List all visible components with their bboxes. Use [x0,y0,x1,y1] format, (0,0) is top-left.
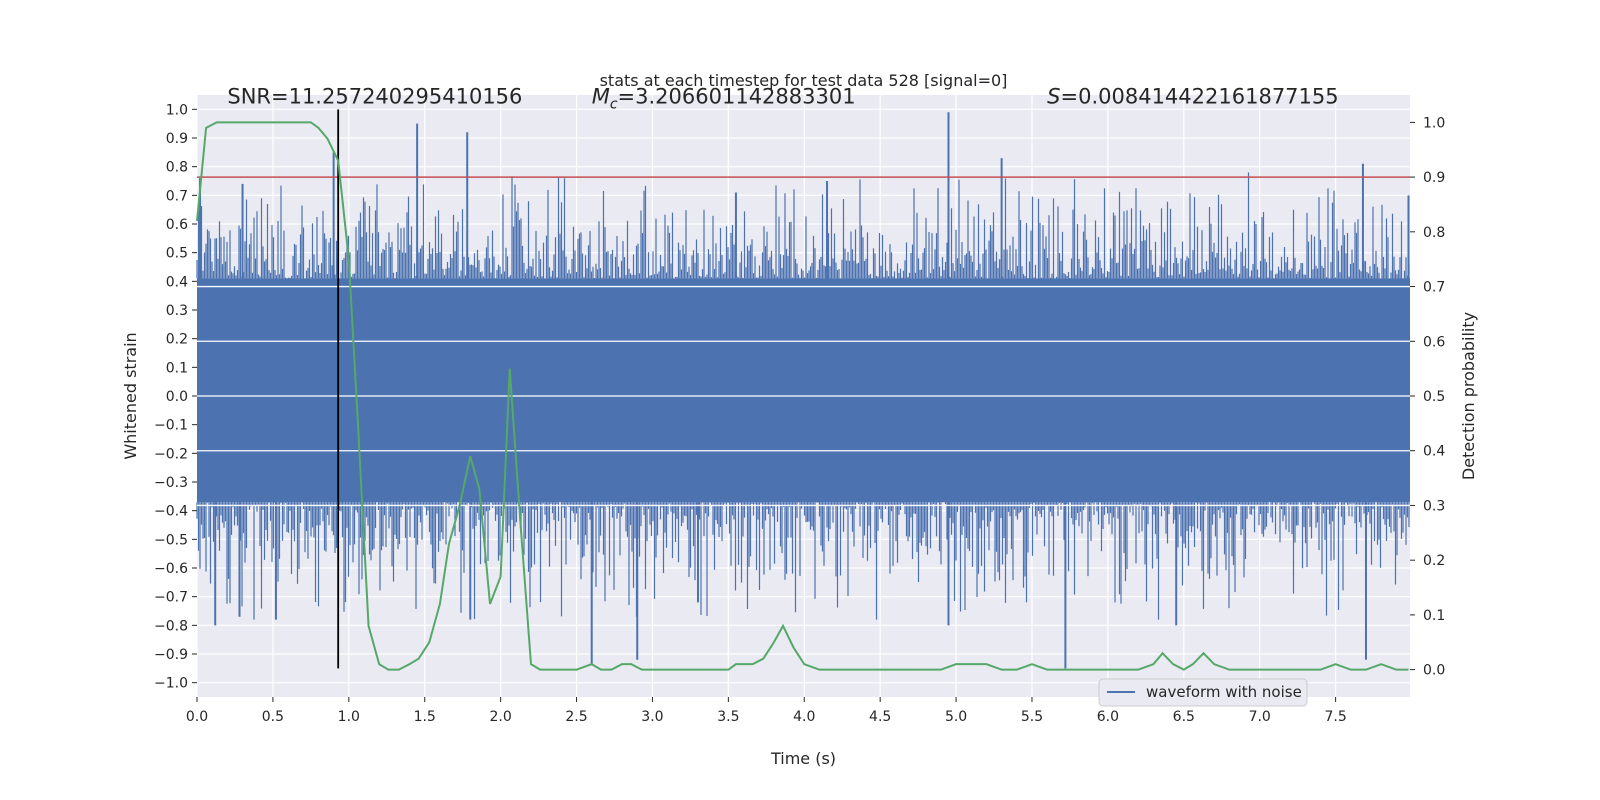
y2-axis-label: Detection probability [1459,312,1478,480]
x-tick-label: 0.0 [186,709,208,725]
y-tick-label: −0.1 [154,418,188,434]
x-tick-label: 4.5 [869,709,891,725]
y2-tick-label: 0.2 [1423,553,1445,569]
y-tick-label: −0.5 [154,532,188,548]
y-tick-label: 0.6 [166,217,188,233]
x-tick-label: 3.0 [641,709,663,725]
stat-annotation: S=0.008414422161877155 [1047,85,1338,109]
x-tick-label: 6.5 [1173,709,1195,725]
x-tick-label: 1.0 [338,709,360,725]
x-tick-label: 7.0 [1249,709,1271,725]
x-tick-label: 4.0 [793,709,815,725]
y2-tick-label: 0.1 [1423,608,1445,624]
y-tick-label: 0.2 [166,332,188,348]
legend-entry: waveform with noise [1146,683,1302,701]
y-tick-label: −0.9 [154,647,188,663]
legend: waveform with noise [1098,678,1308,707]
y2-tick-label: 1.0 [1423,115,1445,131]
y-tick-label: −0.8 [154,618,188,634]
y-tick-label: 0.5 [166,246,188,262]
y-tick-label: 0.9 [166,131,188,147]
legend-box [1098,678,1308,707]
annotations: SNR=11.257240295410156 Mc=3.2066011428833… [227,85,1338,113]
y2-tick-label: 0.0 [1423,663,1445,679]
tick-labels: 0.0 0.5 1.0 1.5 2.0 2.5 3.0 3.5 4.0 4.5 5.0 5.5 6.0 6… [154,102,1445,725]
series-layer [196,109,1410,671]
y-tick-label: 0.7 [166,188,188,204]
x-tick-label: 6.0 [1097,709,1119,725]
y2-tick-label: 0.6 [1423,334,1445,350]
x-axis-label: Time (s) [770,749,836,768]
waveform-noise-band [197,278,1410,503]
y2-tick-label: 0.9 [1423,170,1445,186]
y2-tick-label: 0.3 [1423,498,1445,514]
x-tick-label: 3.5 [717,709,739,725]
x-tick-label: 7.5 [1324,709,1346,725]
y-axis-label: Whitened strain [121,332,140,459]
y-tick-label: −0.2 [154,446,188,462]
x-tick-label: 2.5 [565,709,587,725]
y-tick-label: 0.8 [166,160,188,176]
x-tick-label: 2.0 [489,709,511,725]
x-tick-label: 5.5 [1021,709,1043,725]
y-tick-label: −0.4 [154,504,188,520]
stat-annotation: SNR=11.257240295410156 [227,85,522,109]
y-tick-label: −1.0 [154,676,188,692]
y-tick-label: 1.0 [166,102,188,118]
y-tick-label: −0.7 [154,590,188,606]
stat-annotation: Mc=3.206601142883301 [592,85,856,113]
y-tick-label: −0.6 [154,561,188,577]
y-tick-label: 0.3 [166,303,188,319]
x-tick-label: 1.5 [414,709,436,725]
y-tick-label: 0.0 [166,389,188,405]
x-tick-label: 0.5 [262,709,284,725]
y-tick-label: −0.3 [154,475,188,491]
y-tick-label: 0.4 [166,274,188,290]
x-tick-label: 5.0 [945,709,967,725]
y2-tick-label: 0.8 [1423,225,1445,241]
y-tick-label: 0.1 [166,360,188,376]
y2-tick-label: 0.4 [1423,444,1445,460]
y2-tick-label: 0.7 [1423,280,1445,296]
y2-tick-label: 0.5 [1423,389,1445,405]
chart-title: stats at each timestep for test data 528… [600,71,1008,90]
detection-probability-series [196,121,1409,671]
